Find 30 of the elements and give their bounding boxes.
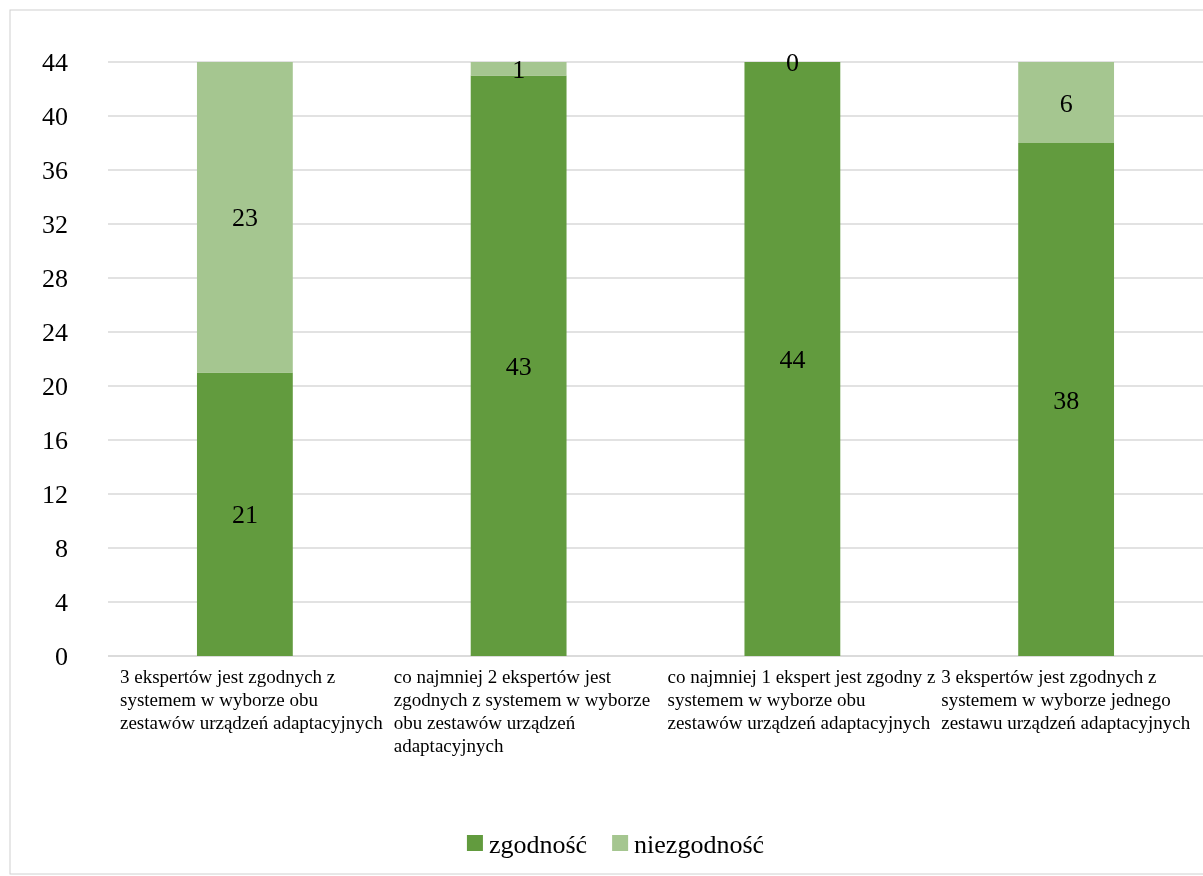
y-tick-label: 32 — [42, 210, 68, 240]
y-tick-label: 40 — [42, 102, 68, 132]
y-tick-label: 24 — [42, 318, 68, 348]
bar — [470, 62, 567, 76]
legend-label: zgodność — [488, 830, 588, 860]
y-tick-label: 16 — [42, 426, 68, 456]
legend-label: niezgodność — [634, 830, 765, 860]
data-label: 23 — [231, 203, 258, 233]
data-label: 6 — [1059, 88, 1073, 118]
data-label: 1 — [512, 54, 526, 84]
data-label: 21 — [231, 500, 258, 530]
x-tick-label: co najmniej 2 ekspertów jest zgodnych z systemem w wyborze obu zestawów urządzeń adaptacyjnych — [393, 666, 651, 756]
y-tick-label: 44 — [42, 48, 68, 78]
x-tick-label: co najmniej 1 ekspert jest zgodny z systemem w wyborze obu zestawów urządzeń adaptacyjnych — [667, 666, 936, 733]
x-tick-label: 3 ekspertów jest zgodnych z systemem w wyborze jednego zestawu urządzeń adaptacyjnych — [941, 666, 1191, 733]
bar — [1018, 62, 1115, 143]
data-label: 43 — [505, 351, 532, 381]
y-tick-label: 12 — [42, 480, 68, 510]
bar — [196, 372, 293, 656]
y-tick-label: 0 — [55, 642, 68, 672]
y-tick-label: 28 — [42, 264, 68, 294]
y-tick-label: 4 — [55, 588, 68, 618]
data-label: 44 — [779, 345, 806, 375]
y-tick-label: 20 — [42, 372, 68, 402]
y-tick-label: 8 — [55, 534, 68, 564]
bar — [196, 62, 293, 373]
y-tick-label: 36 — [42, 156, 68, 186]
data-label: 38 — [1053, 385, 1080, 415]
bar — [1018, 143, 1115, 656]
x-tick-label: 3 ekspertów jest zgodnych z systemem w wyborze obu zestawów urządzeń adaptacyjnych — [120, 666, 384, 733]
